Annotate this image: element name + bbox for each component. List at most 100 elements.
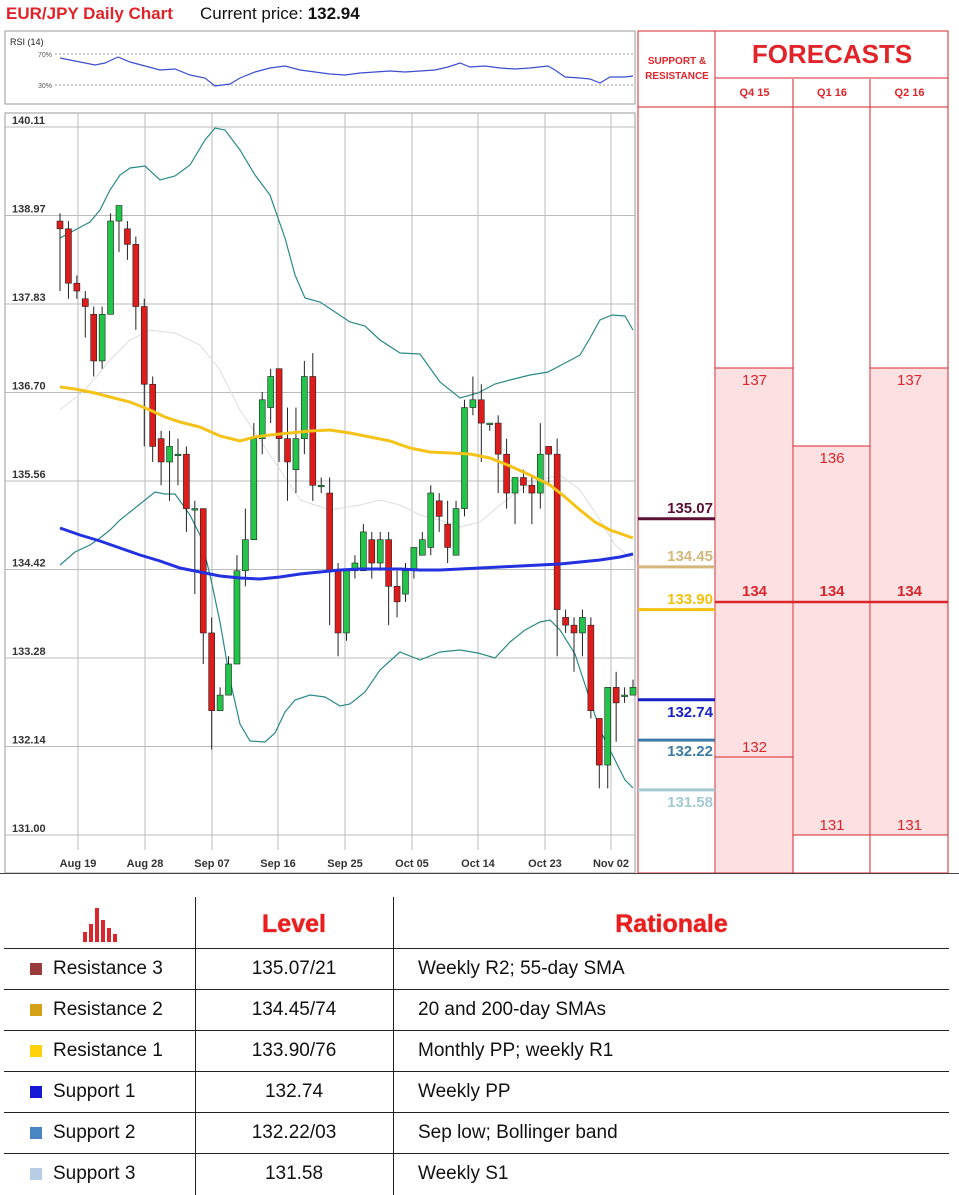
support-resistance-header: SUPPORT & RESISTANCE bbox=[645, 56, 709, 82]
candle-down bbox=[612, 687, 620, 704]
candle-up bbox=[233, 570, 241, 665]
candle-up bbox=[225, 663, 232, 696]
candle-up bbox=[376, 539, 384, 564]
forecast-range-q1 bbox=[794, 446, 870, 835]
candle-down bbox=[132, 244, 140, 307]
candle-up bbox=[98, 313, 106, 362]
current-price-label: Current price: bbox=[200, 4, 303, 23]
candle-down bbox=[368, 539, 376, 564]
row-level: 133.90/76 bbox=[251, 1040, 337, 1061]
candle-down bbox=[81, 298, 89, 307]
bollinger-middle-band bbox=[59, 329, 634, 561]
chart-grid bbox=[4, 112, 636, 874]
candle-up bbox=[216, 694, 224, 711]
x-tick-label: Aug 28 bbox=[127, 858, 164, 870]
candle-down bbox=[275, 368, 283, 439]
candle-up bbox=[604, 687, 612, 766]
candle-up bbox=[258, 399, 266, 439]
sr-label-135-07: 135.07 bbox=[667, 500, 713, 517]
y-tick-label: 138.97 bbox=[12, 204, 46, 216]
price-chart: RSI (14) 70% 30% 140.11 138.97 137.83 136.7… bbox=[4, 30, 949, 874]
row-rationale: Weekly R2; 55-day SMA bbox=[418, 958, 625, 979]
candle-up bbox=[461, 407, 468, 509]
x-tick-label: Nov 02 bbox=[593, 858, 629, 870]
candle-down bbox=[326, 492, 333, 572]
rsi-panel: RSI (14) 70% 30% bbox=[4, 30, 636, 105]
row-name: Support 2 bbox=[53, 1122, 136, 1143]
candle-up bbox=[427, 492, 435, 548]
candle-up bbox=[107, 220, 114, 315]
candle-down bbox=[478, 399, 485, 424]
x-tick-label: Sep 07 bbox=[194, 858, 229, 870]
candle-up bbox=[360, 531, 367, 572]
forecast-q4-mid: 134 bbox=[741, 583, 768, 600]
table-col-divider-1 bbox=[195, 897, 196, 1195]
candle-up bbox=[402, 570, 409, 595]
candle-down bbox=[208, 632, 215, 711]
candle-up bbox=[174, 453, 182, 456]
candle-down bbox=[157, 438, 165, 463]
legend-swatch bbox=[30, 1004, 42, 1016]
x-tick-label: Sep 16 bbox=[260, 858, 295, 870]
row-rationale: Sep low; Bollinger band bbox=[418, 1122, 618, 1143]
candle-up bbox=[343, 570, 350, 634]
row-rationale: Weekly PP bbox=[418, 1081, 511, 1102]
chart-title: EUR/JPY Daily Chart bbox=[6, 4, 173, 23]
table-col-divider-2 bbox=[393, 897, 394, 1195]
candle-down bbox=[334, 570, 342, 634]
x-tick-label: Oct 23 bbox=[528, 858, 562, 870]
candle-down bbox=[528, 484, 536, 494]
candle-up bbox=[410, 547, 418, 572]
candle-down bbox=[520, 477, 527, 486]
candle-down bbox=[444, 523, 451, 548]
row-level: 132.22/03 bbox=[251, 1122, 337, 1143]
forecast-grid bbox=[637, 30, 949, 874]
table-header-level: Level bbox=[262, 910, 326, 938]
forecast-q1-low: 131 bbox=[819, 817, 845, 834]
legend-swatch bbox=[30, 1045, 42, 1057]
table-row-divider bbox=[4, 1153, 949, 1154]
axis-labels: 140.11 138.97 137.83 136.70 135.56 134.42 133.… bbox=[12, 115, 629, 870]
table-row-divider bbox=[4, 1071, 949, 1072]
candle-down bbox=[545, 446, 553, 455]
row-rationale: Monthly PP; weekly R1 bbox=[418, 1040, 614, 1061]
current-price: Current price: 132.94 bbox=[200, 4, 360, 24]
row-name: Resistance 1 bbox=[53, 1040, 163, 1061]
candle-up bbox=[191, 508, 199, 511]
candle-down bbox=[595, 718, 603, 766]
sr-label-132-22: 132.22 bbox=[667, 743, 713, 760]
row-level: 132.74 bbox=[264, 1081, 324, 1102]
bollinger-lower-band bbox=[59, 491, 634, 789]
candle-up bbox=[621, 694, 628, 697]
candle-up bbox=[317, 484, 325, 488]
table-row-divider bbox=[4, 948, 949, 949]
row-level: 131.58 bbox=[264, 1163, 324, 1184]
row-rationale: 20 and 200-day SMAs bbox=[418, 999, 607, 1020]
candle-down bbox=[562, 617, 569, 626]
support-resistance-lines bbox=[638, 517, 715, 792]
candle-up bbox=[469, 399, 477, 408]
candle-down bbox=[73, 282, 81, 292]
table-row-divider bbox=[4, 1112, 949, 1113]
candle-down bbox=[393, 586, 401, 603]
forecast-col-q2: Q2 16 bbox=[894, 87, 925, 99]
candle-down bbox=[435, 500, 443, 517]
sr-label-134-45: 134.45 bbox=[667, 548, 713, 565]
legend-swatch bbox=[30, 963, 42, 975]
candle-down bbox=[65, 228, 72, 284]
candle-up bbox=[250, 438, 258, 540]
sma-200-line bbox=[59, 526, 634, 581]
candle-up bbox=[511, 477, 519, 494]
bollinger-bands bbox=[59, 127, 634, 789]
candle-down bbox=[140, 306, 148, 385]
y-tick-label: 140.11 bbox=[12, 115, 45, 127]
y-tick-label: 136.70 bbox=[12, 381, 46, 393]
moving-averages bbox=[59, 385, 634, 581]
forecast-q1-mid: 134 bbox=[819, 583, 845, 600]
legend-swatch bbox=[30, 1168, 42, 1180]
candle-up bbox=[301, 376, 308, 439]
y-tick-label: 135.56 bbox=[12, 469, 46, 481]
row-name: Resistance 2 bbox=[53, 999, 163, 1020]
rsi-level-70: 70% bbox=[38, 52, 52, 59]
candle-down bbox=[385, 539, 392, 587]
